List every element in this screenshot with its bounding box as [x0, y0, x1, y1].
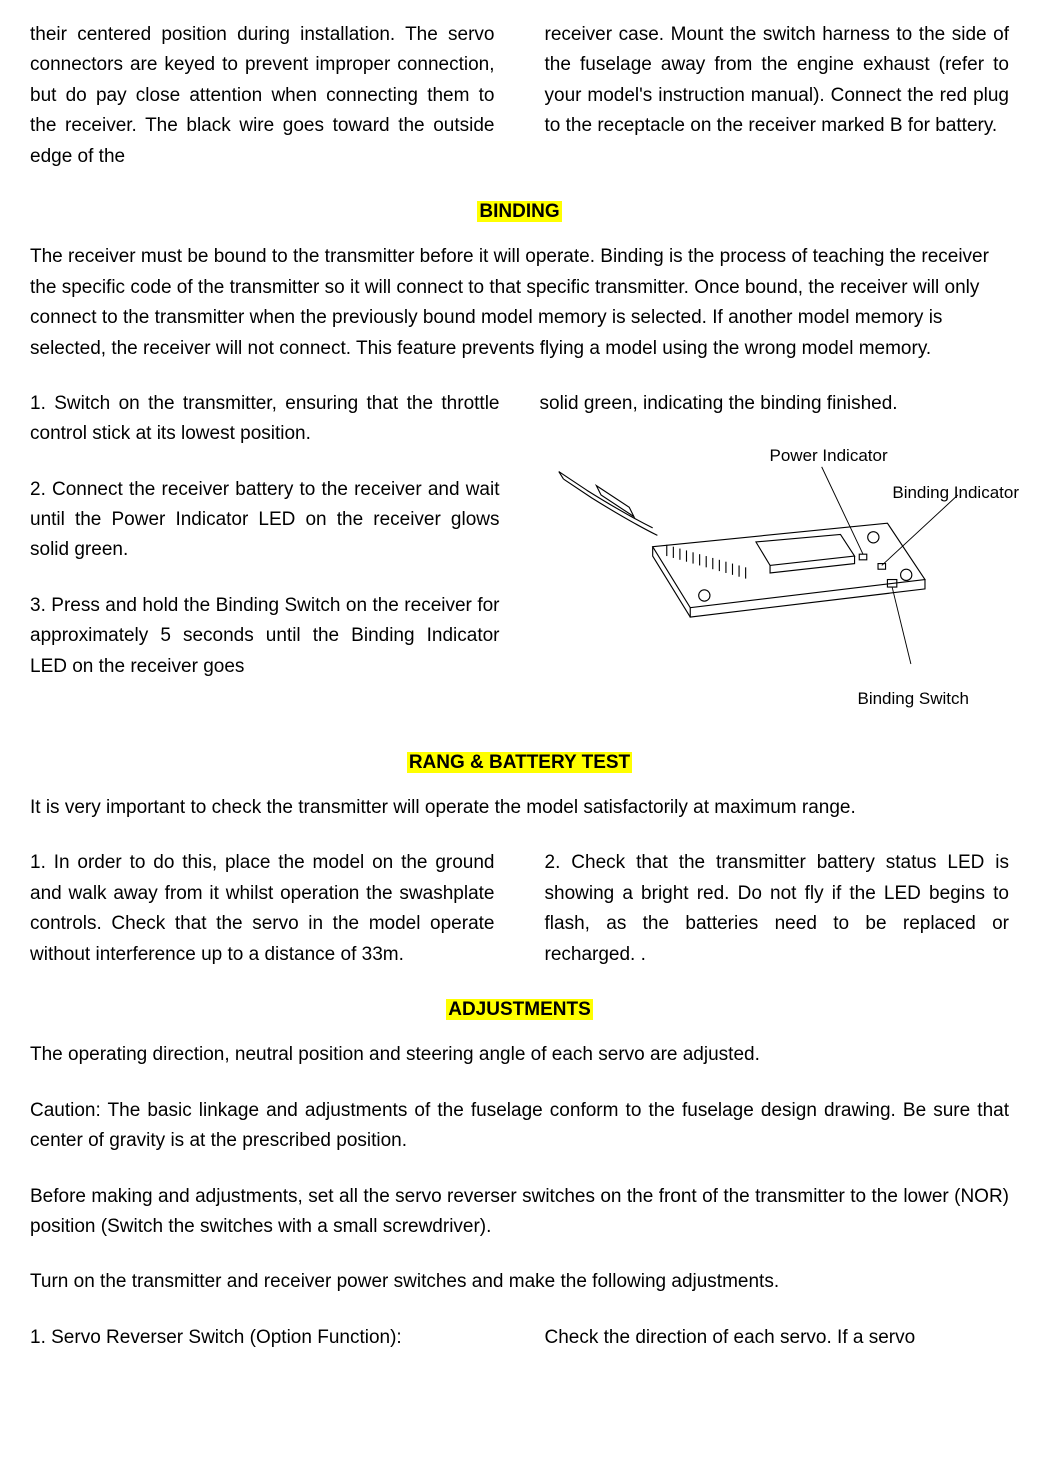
intro-columns: their centered position during installat… — [30, 20, 1009, 172]
intro-right-col: receiver case. Mount the switch harness … — [545, 20, 1010, 172]
binding-step-3: 3. Press and hold the Binding Switch on … — [30, 591, 500, 682]
binding-right-col: solid green, indicating the binding fini… — [540, 389, 1010, 708]
binding-content: 1. Switch on the transmitter, ensuring t… — [30, 389, 1009, 708]
adjustments-heading: ADJUSTMENTS — [446, 999, 593, 1020]
range-heading: RANG & BATTERY TEST — [407, 752, 632, 773]
adjustments-turn-on: Turn on the transmitter and receiver pow… — [30, 1267, 1009, 1297]
receiver-diagram — [540, 434, 1010, 697]
adjustments-step-1-right: Check the direction of each servo. If a … — [545, 1323, 1010, 1353]
receiver-diagram-container: Power Indicator Binding Indicator Bindin… — [540, 434, 1010, 707]
adjustments-caution: Caution: The basic linkage and adjustmen… — [30, 1096, 1009, 1157]
binding-step-3-cont: solid green, indicating the binding fini… — [540, 389, 1010, 419]
range-columns: 1. In order to do this, place the model … — [30, 848, 1009, 970]
adjustments-before: Before making and adjustments, set all t… — [30, 1182, 1009, 1243]
range-step-1: 1. In order to do this, place the model … — [30, 848, 495, 970]
binding-indicator-label: Binding Indicator — [892, 479, 1019, 506]
binding-step-1: 1. Switch on the transmitter, ensuring t… — [30, 389, 500, 450]
intro-left-col: their centered position during installat… — [30, 20, 495, 172]
power-indicator-label: Power Indicator — [770, 442, 888, 469]
binding-switch-label: Binding Switch — [857, 685, 969, 712]
binding-heading-wrapper: BINDING — [30, 197, 1009, 227]
range-step-2: 2. Check that the transmitter battery st… — [545, 848, 1010, 970]
adjustments-intro: The operating direction, neutral positio… — [30, 1040, 1009, 1070]
binding-steps-left: 1. Switch on the transmitter, ensuring t… — [30, 389, 500, 708]
adjustments-columns: 1. Servo Reverser Switch (Option Functio… — [30, 1323, 1009, 1353]
binding-step-2: 2. Connect the receiver battery to the r… — [30, 475, 500, 566]
adjustments-heading-wrapper: ADJUSTMENTS — [30, 995, 1009, 1025]
binding-intro: The receiver must be bound to the transm… — [30, 242, 1009, 364]
range-heading-wrapper: RANG & BATTERY TEST — [30, 748, 1009, 778]
binding-heading: BINDING — [477, 201, 561, 222]
adjustments-step-1-left: 1. Servo Reverser Switch (Option Functio… — [30, 1323, 495, 1353]
range-intro: It is very important to check the transm… — [30, 793, 1009, 823]
